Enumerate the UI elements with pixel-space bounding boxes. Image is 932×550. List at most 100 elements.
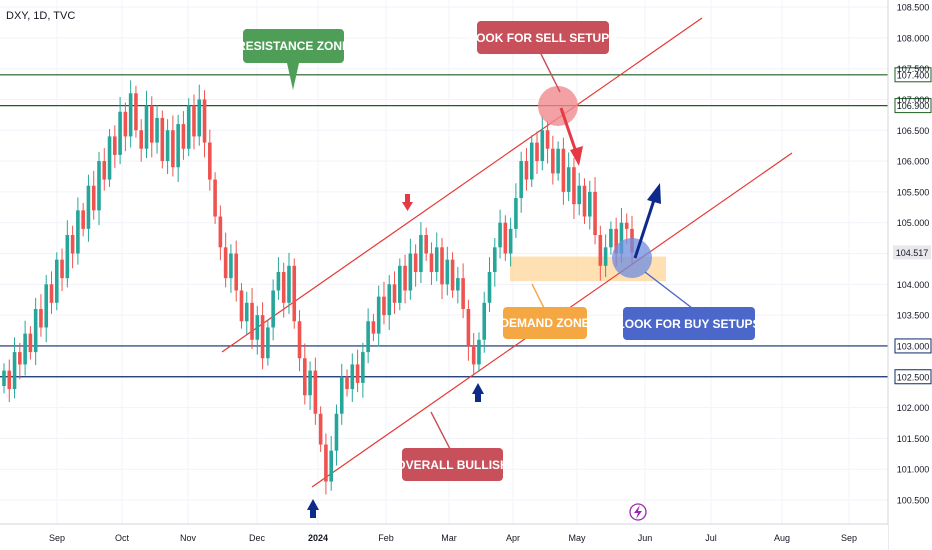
candle-body — [33, 308, 38, 353]
candle-body — [376, 296, 381, 334]
candle-body — [371, 321, 376, 334]
x-tick-label: Nov — [180, 533, 197, 543]
candle-body — [624, 222, 629, 229]
candle-body — [318, 413, 323, 445]
candle-body — [313, 370, 318, 414]
candle-body — [23, 333, 27, 365]
level-tag-bg — [894, 98, 932, 114]
candle-body — [514, 198, 518, 229]
candle-body — [413, 253, 418, 272]
candle-body — [107, 136, 112, 180]
candle-body — [350, 364, 355, 390]
candle-body — [540, 130, 545, 162]
candle-body — [239, 290, 244, 322]
candle-body — [445, 259, 450, 285]
x-tick-label: Sep — [49, 533, 65, 543]
resistance-zone-label-bg — [243, 29, 344, 63]
candle-body — [477, 339, 481, 365]
candle-body — [70, 235, 75, 254]
y-tick-label: 106.000 — [897, 157, 930, 167]
y-tick-label: 105.500 — [897, 187, 930, 197]
x-tick-label: Sep — [841, 533, 857, 543]
candle-body — [81, 210, 85, 229]
overall-bullish-label-bg — [402, 448, 503, 481]
candle-body — [86, 185, 91, 229]
candle-body — [160, 117, 165, 162]
x-axis: Sep Oct Nov Dec 2024 Feb Mar Apr May Jun Jul Aug Sep — [0, 523, 888, 550]
grid — [0, 0, 888, 524]
level-tag-bg — [894, 67, 932, 83]
level-tag-bg — [894, 369, 932, 385]
candle-body — [545, 130, 550, 149]
candle-body — [408, 253, 413, 291]
y-tick-label: 103.500 — [897, 311, 930, 321]
candle-body — [171, 130, 175, 168]
candle-body — [529, 142, 534, 180]
x-tick-label: Dec — [249, 533, 266, 543]
small-arrows — [307, 194, 484, 518]
candle-body — [2, 370, 6, 386]
candle-body — [429, 253, 434, 272]
candle-body — [387, 284, 392, 316]
candle-body — [561, 148, 566, 192]
candle-body — [244, 302, 249, 322]
candle-body — [519, 161, 523, 199]
candle-body — [566, 167, 571, 192]
candle-body — [234, 253, 239, 291]
candle-body — [434, 247, 439, 272]
candle-body — [466, 308, 471, 346]
candle-body — [192, 105, 196, 137]
candle-body — [577, 185, 582, 205]
chart-title: DXY, 1D, TVC — [6, 10, 75, 22]
candle-body — [498, 222, 502, 248]
candle-body — [535, 142, 539, 162]
sell-pointer-line — [539, 51, 561, 93]
y-tick-label: 108.000 — [897, 33, 930, 43]
candle-body — [598, 235, 603, 266]
sell-setups-callout: LOOK FOR SELL SETUPS — [469, 21, 617, 166]
candle-body — [229, 253, 233, 279]
sell-zone-circle — [538, 86, 578, 126]
candle-body — [329, 450, 333, 482]
up-arrow-mar — [472, 383, 484, 402]
candle-body — [419, 235, 423, 272]
candle-body — [524, 161, 529, 180]
x-axis-bg — [0, 524, 888, 550]
buy-setups-label: LOOK FOR BUY SETUPS — [617, 317, 760, 331]
horizontal-levels — [0, 74, 888, 378]
candle-body — [144, 105, 149, 149]
buy-zone-circle — [612, 238, 652, 278]
candle-body — [492, 247, 497, 272]
resistance-zone-callout: RESISTANCE ZONE — [237, 29, 350, 90]
candle-body — [18, 352, 22, 365]
candle-body — [54, 259, 59, 303]
candle-body — [355, 364, 360, 383]
candle-body — [97, 161, 101, 211]
candle-body — [91, 185, 96, 211]
candle-body — [76, 210, 80, 254]
candle-body — [582, 185, 587, 217]
candle-body — [456, 278, 460, 291]
lightning-event-icon[interactable] — [629, 503, 647, 521]
y-tick-label: 101.500 — [897, 434, 930, 444]
candle-body — [39, 308, 43, 328]
candle-body — [324, 444, 328, 482]
channel-upper-line — [221, 17, 703, 353]
resistance-zone-pointer — [287, 63, 299, 90]
overall-bullish-label: OVERALL BULLISH — [396, 458, 508, 472]
candle-body — [255, 315, 260, 340]
candle-body — [292, 265, 297, 322]
candle-body — [155, 117, 159, 143]
candle-body — [139, 130, 144, 149]
demand-zone-callout: DEMAND ZONE — [500, 283, 590, 339]
candle-body — [614, 228, 618, 254]
candle-body — [218, 216, 223, 248]
candle-body — [7, 370, 12, 390]
y-tick-label: 101.000 — [897, 465, 930, 475]
candle-body — [176, 124, 180, 168]
candle-body — [271, 290, 275, 328]
y-tick-label: 107.000 — [897, 95, 930, 105]
sell-setups-label: LOOK FOR SELL SETUPS — [469, 31, 617, 45]
x-tick-label: Jul — [705, 533, 717, 543]
